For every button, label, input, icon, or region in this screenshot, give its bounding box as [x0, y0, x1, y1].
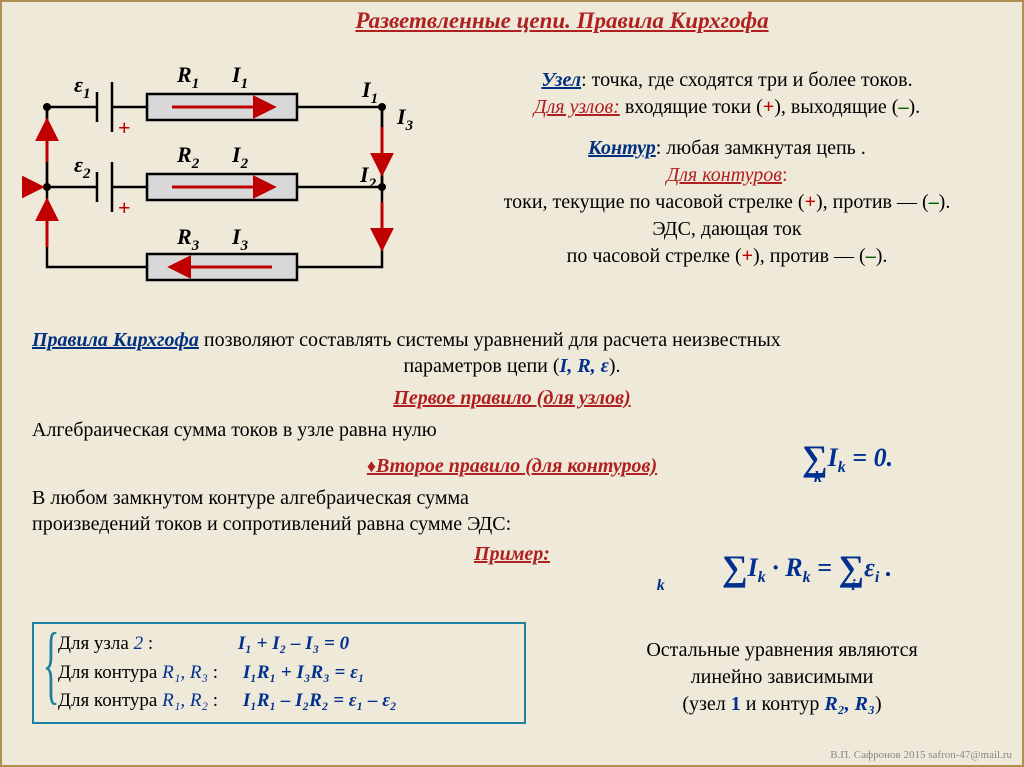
node-term: Узел — [541, 69, 581, 91]
page-title: Разветвленные цепи. Правила Кирхгофа — [102, 8, 1022, 34]
rule1-heading: Первое правило (для узлов) — [32, 385, 992, 411]
svg-text:R3: R3 — [176, 224, 200, 254]
formula-contour-rule: ∑Ik · Rk = ∑εi . k i — [722, 547, 918, 591]
definitions-block: Узел: точка, где сходятся три и более то… — [442, 67, 1012, 270]
credit-line: В.П. Сафронов 2015 safron-47@mail.ru — [830, 749, 1012, 761]
circuit-diagram: ε1 ε2 + + R1 I1 R2 I2 R3 I3 I1 I3 I2 — [22, 52, 432, 292]
svg-text:+: + — [118, 195, 131, 220]
contour-term: Контур — [588, 137, 656, 159]
svg-text:I1: I1 — [361, 77, 378, 107]
svg-text:I1: I1 — [231, 62, 248, 92]
svg-text:I2: I2 — [231, 142, 249, 172]
formula-node-rule: ∑Ik = 0. k — [802, 437, 893, 499]
svg-text:I3: I3 — [396, 104, 414, 134]
svg-text:R1: R1 — [176, 62, 199, 92]
svg-text:+: + — [118, 115, 131, 140]
example-box: { Для узла 2 : I₁ + I₂ – I₃ = 0 Для конт… — [32, 622, 526, 724]
bottom-note: Остальные уравнения являются линейно зав… — [572, 637, 992, 718]
rule2-heading: Второе правило (для контуров) — [376, 455, 657, 477]
svg-text:I3: I3 — [231, 224, 249, 254]
svg-text:ε1: ε1 — [74, 72, 91, 102]
svg-text:ε2: ε2 — [74, 152, 91, 182]
svg-text:R2: R2 — [176, 142, 200, 172]
